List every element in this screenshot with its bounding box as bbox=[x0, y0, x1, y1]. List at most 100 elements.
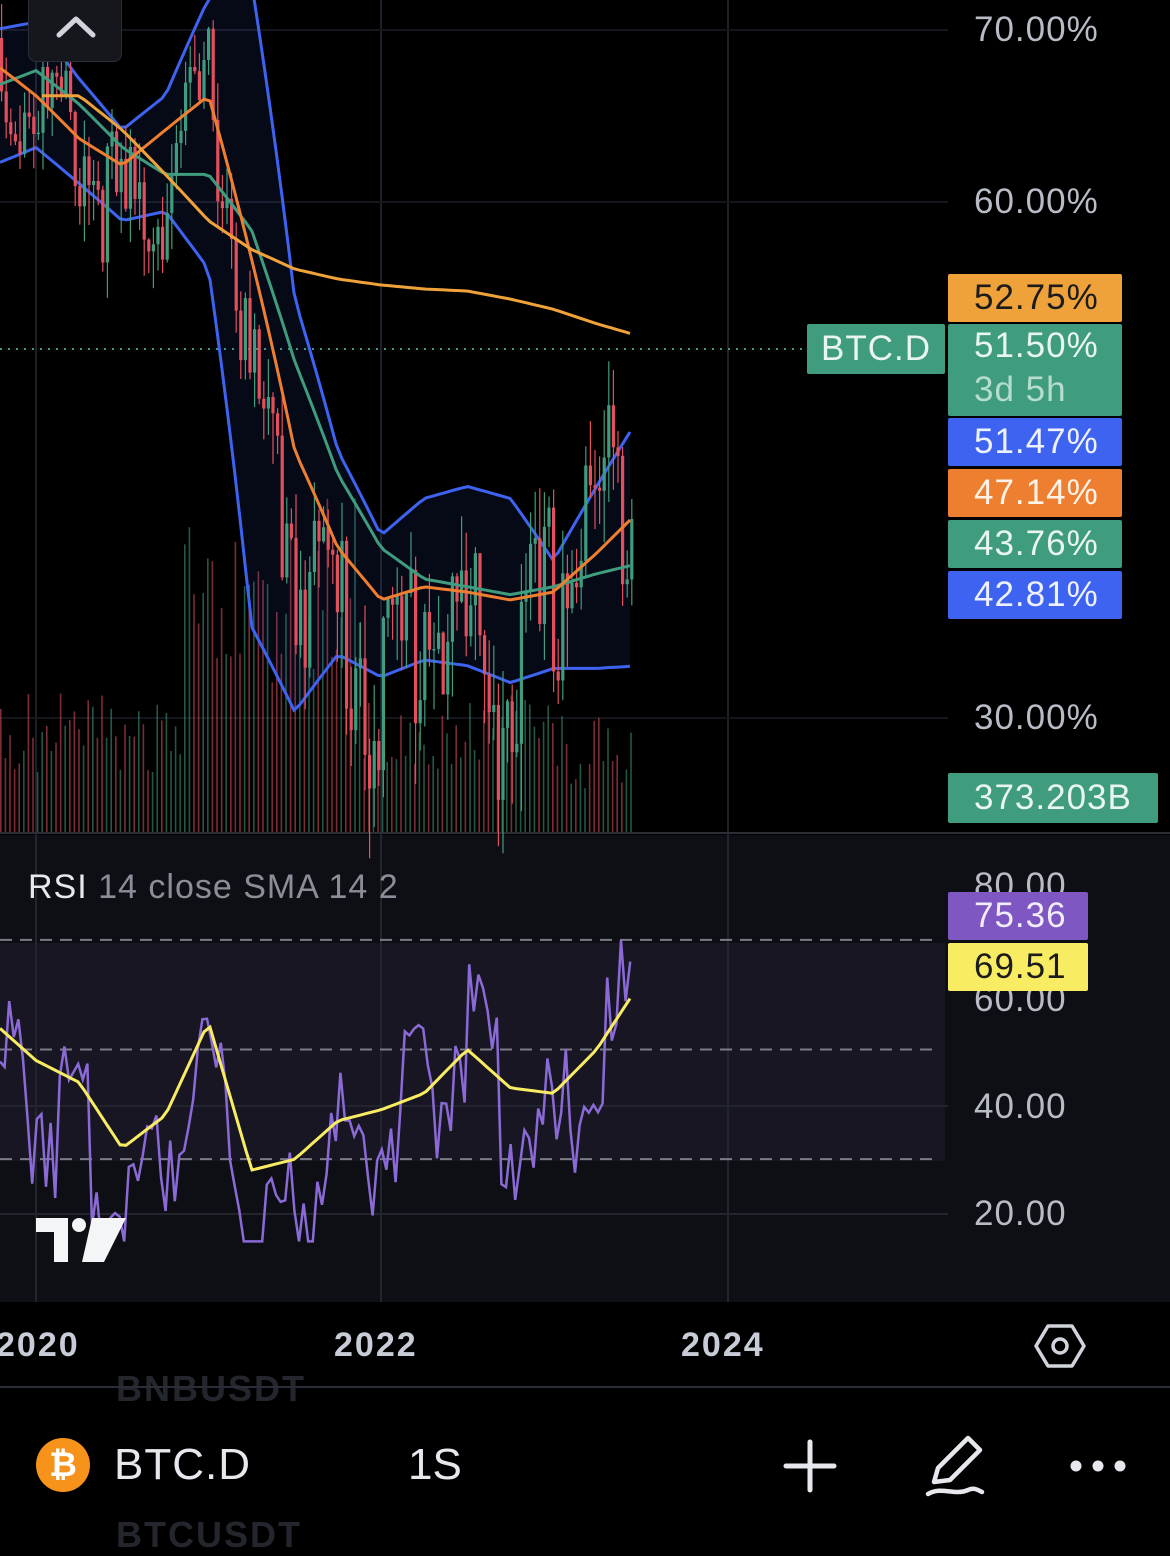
volume-bar bbox=[510, 695, 513, 832]
moving-averages bbox=[0, 66, 632, 602]
candle-body bbox=[593, 485, 597, 488]
candle-body bbox=[368, 754, 372, 789]
volume-bar bbox=[423, 744, 425, 832]
volume-bar bbox=[483, 710, 485, 832]
candle-body bbox=[234, 239, 238, 311]
candle-body bbox=[381, 617, 385, 771]
last-price-value: 51.50% bbox=[974, 326, 1099, 365]
volume-bar bbox=[391, 756, 393, 832]
volume-bar bbox=[216, 658, 218, 832]
volume-bar bbox=[418, 732, 421, 832]
candle-body bbox=[13, 134, 17, 142]
volume-bar bbox=[276, 611, 278, 832]
volume-bar bbox=[400, 715, 402, 832]
volume-bar bbox=[303, 627, 306, 832]
volume-bar bbox=[331, 656, 333, 832]
volume-bar bbox=[437, 768, 439, 832]
volume-bar bbox=[524, 699, 526, 832]
candle-body bbox=[349, 708, 353, 731]
volume-bar bbox=[165, 713, 168, 832]
candle-body bbox=[257, 329, 261, 399]
candle-body bbox=[64, 70, 68, 97]
volume-bar bbox=[23, 750, 25, 832]
volume-bar bbox=[547, 705, 549, 832]
collapse-toggle-button[interactable] bbox=[28, 0, 122, 62]
candle-body bbox=[450, 576, 454, 642]
candle-body bbox=[575, 582, 579, 588]
bitcoin-icon[interactable]: ₿ bbox=[36, 1438, 90, 1492]
volume-bar bbox=[69, 720, 71, 832]
volume-bar bbox=[519, 740, 522, 832]
candle-body bbox=[46, 67, 50, 108]
rsi-sma-line bbox=[0, 997, 632, 1172]
volume-bar bbox=[621, 782, 623, 832]
tradingview-logo bbox=[36, 1218, 126, 1262]
candle-body bbox=[9, 122, 13, 135]
volume-bar bbox=[515, 710, 517, 832]
volume-bar bbox=[299, 631, 301, 832]
candle-body bbox=[354, 668, 358, 731]
candle-body bbox=[340, 540, 344, 613]
symbol-button[interactable]: BTC.D bbox=[114, 1440, 251, 1489]
volume-bar bbox=[115, 736, 117, 832]
candle-body bbox=[225, 198, 229, 209]
candle-body bbox=[372, 741, 376, 789]
candle-body bbox=[23, 112, 27, 154]
candle-body bbox=[161, 226, 165, 260]
time-axis-label: 2024 bbox=[681, 1326, 765, 1364]
pen-icon[interactable] bbox=[920, 1430, 992, 1502]
candle-body bbox=[73, 112, 77, 187]
volume-bar bbox=[96, 737, 99, 832]
candle-body bbox=[156, 226, 160, 245]
candle-body bbox=[473, 553, 477, 606]
candle-body bbox=[510, 701, 514, 753]
candle-body bbox=[78, 186, 82, 207]
candle-body bbox=[487, 674, 491, 713]
bb-upper-badge: 51.47% bbox=[948, 418, 1122, 466]
volume-bar bbox=[455, 725, 457, 832]
candle-body bbox=[579, 560, 583, 588]
volume-bar bbox=[593, 720, 595, 832]
volume-bar bbox=[78, 729, 80, 832]
volume-bar bbox=[248, 584, 250, 832]
volume-bar bbox=[381, 731, 384, 832]
rsi-legend[interactable]: RSI 14 close SMA 14 2 bbox=[28, 868, 399, 907]
volume-bar bbox=[533, 726, 536, 832]
volume-bar bbox=[377, 752, 379, 832]
candle-body bbox=[496, 704, 500, 800]
volume-bar bbox=[363, 758, 365, 832]
volume-bar bbox=[13, 769, 16, 832]
toolbar-divider bbox=[0, 1386, 1170, 1388]
candle-body bbox=[588, 465, 592, 486]
candle-body bbox=[483, 635, 487, 675]
price-axis-label: 70.00% bbox=[974, 10, 1099, 49]
volume-bar bbox=[588, 764, 591, 832]
candle-body bbox=[630, 518, 634, 580]
settings-hexagon-icon[interactable] bbox=[1034, 1322, 1086, 1370]
candle-body bbox=[285, 523, 289, 578]
more-dots-icon[interactable] bbox=[1062, 1430, 1134, 1502]
bb-lower-badge: 42.81% bbox=[948, 571, 1122, 619]
candle-body bbox=[50, 72, 54, 108]
candle-body bbox=[211, 28, 215, 120]
rsi-legend-title: RSI bbox=[28, 868, 88, 906]
volume-bar bbox=[432, 755, 434, 832]
candle-body bbox=[464, 570, 468, 637]
candle-body bbox=[128, 146, 132, 209]
interval-button[interactable]: 1S bbox=[408, 1440, 462, 1489]
volume-bar bbox=[404, 755, 407, 832]
candle-body bbox=[216, 119, 220, 202]
candle-body bbox=[391, 598, 395, 605]
candle-body bbox=[414, 569, 418, 724]
plus-icon[interactable] bbox=[774, 1430, 846, 1502]
candle-body bbox=[119, 158, 123, 193]
candle-body bbox=[276, 413, 280, 436]
candle-body bbox=[602, 457, 606, 491]
volume-bar bbox=[105, 737, 108, 832]
candle-body bbox=[36, 132, 40, 135]
volume-bar bbox=[174, 726, 177, 832]
volume-bar bbox=[243, 586, 246, 832]
volume-bar bbox=[197, 623, 200, 832]
volume-bar bbox=[584, 788, 586, 832]
